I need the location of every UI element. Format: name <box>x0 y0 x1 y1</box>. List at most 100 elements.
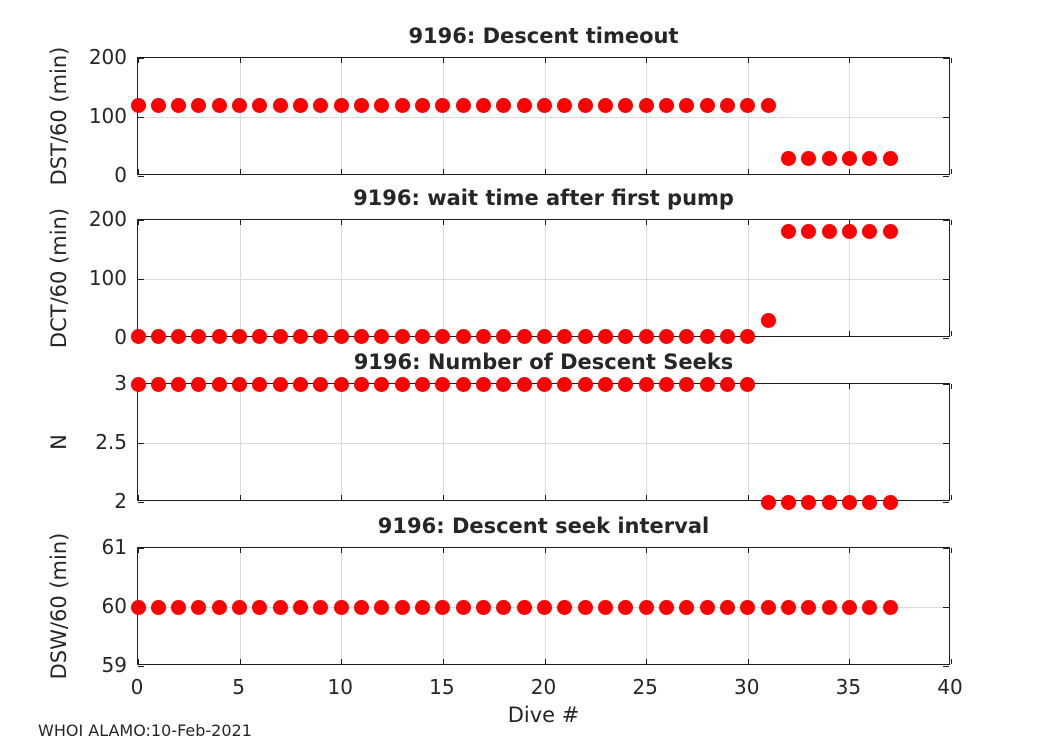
tick-mark <box>138 495 139 500</box>
x-tick-label: 10 <box>327 675 353 699</box>
tick-mark <box>442 58 444 63</box>
data-point <box>415 376 431 392</box>
data-point <box>333 599 349 615</box>
gridline <box>239 220 241 336</box>
watermark-text: WHOI ALAMO:10-Feb-2021 <box>38 721 252 740</box>
data-point <box>841 150 857 166</box>
gridline <box>138 279 949 280</box>
tick-mark <box>951 58 952 63</box>
data-point <box>618 376 634 392</box>
tick-mark <box>646 495 648 500</box>
data-point <box>333 97 349 113</box>
data-point <box>679 599 695 615</box>
data-point <box>699 329 715 345</box>
plot-area <box>130 219 952 345</box>
x-tick-label: 20 <box>530 675 557 699</box>
gridline <box>442 220 444 336</box>
tick-mark <box>138 548 144 549</box>
subplot-number-of-descent-seeks: 9196: Number of Descent Seeks N 2 2.5 3 <box>47 350 952 513</box>
data-point <box>557 599 573 615</box>
x-tick-label: 0 <box>130 675 144 699</box>
tick-mark <box>239 220 241 225</box>
data-point <box>130 329 146 345</box>
gridline <box>747 58 749 174</box>
tick-mark <box>646 659 648 664</box>
tick-mark <box>747 548 749 553</box>
data-point <box>313 376 329 392</box>
tick-mark <box>951 384 952 389</box>
data-point <box>354 329 370 345</box>
data-point <box>516 97 532 113</box>
plot-area <box>130 376 952 510</box>
data-point <box>293 329 309 345</box>
data-point <box>577 329 593 345</box>
data-point <box>557 97 573 113</box>
data-point <box>293 97 309 113</box>
data-point <box>638 329 654 345</box>
data-point <box>862 224 878 240</box>
tick-mark <box>138 666 144 667</box>
tick-mark <box>239 58 241 63</box>
data-point <box>455 599 471 615</box>
data-point <box>130 376 146 392</box>
data-point <box>394 599 410 615</box>
subplot-title: 9196: Descent seek interval <box>377 514 710 538</box>
subplot-wait-time-after-first-pump: 9196: wait time after first pump DCT/60 … <box>47 186 952 349</box>
gridline <box>341 384 343 500</box>
tick-mark <box>646 58 648 63</box>
tick-mark <box>239 169 241 174</box>
data-point <box>333 376 349 392</box>
data-point <box>862 150 878 166</box>
tick-mark <box>138 117 144 118</box>
data-point <box>780 150 796 166</box>
data-point <box>577 599 593 615</box>
data-point <box>862 494 878 510</box>
data-point <box>658 97 674 113</box>
data-point <box>496 329 512 345</box>
gridline <box>544 220 546 336</box>
tick-mark <box>544 548 546 553</box>
tick-mark <box>341 58 343 63</box>
data-point <box>171 599 187 615</box>
gridline <box>849 58 851 174</box>
tick-mark <box>442 548 444 553</box>
x-axis-tick-labels: 0 5 10 15 20 25 30 35 40 <box>131 675 963 701</box>
data-point <box>272 97 288 113</box>
tick-mark <box>849 384 851 389</box>
tick-mark <box>849 331 851 336</box>
data-point <box>862 599 878 615</box>
y-tick-label: 100 <box>88 266 127 290</box>
data-point <box>252 97 268 113</box>
data-point <box>577 376 593 392</box>
data-point <box>882 150 898 166</box>
gridline <box>849 384 851 500</box>
data-point <box>679 376 695 392</box>
tick-mark <box>341 548 343 553</box>
y-tick-label: 2.5 <box>95 430 127 454</box>
data-point <box>415 97 431 113</box>
tick-mark <box>646 548 648 553</box>
tick-mark <box>747 169 749 174</box>
data-point <box>313 599 329 615</box>
data-point <box>638 97 654 113</box>
tick-mark <box>943 58 949 59</box>
subplot-title: 9196: wait time after first pump <box>353 186 734 210</box>
data-point <box>658 599 674 615</box>
data-point <box>597 599 613 615</box>
tick-mark <box>138 279 144 280</box>
gridline <box>544 58 546 174</box>
data-point <box>455 329 471 345</box>
tick-mark <box>943 384 949 385</box>
data-point <box>394 376 410 392</box>
subplot-descent-timeout: 9196: Descent timeout DST/60 (min) 0 100 2… <box>47 24 952 187</box>
data-point <box>293 599 309 615</box>
tick-mark <box>442 169 444 174</box>
tick-mark <box>943 279 949 280</box>
data-point <box>699 599 715 615</box>
tick-mark <box>138 443 144 444</box>
tick-mark <box>544 495 546 500</box>
tick-mark <box>747 659 749 664</box>
tick-mark <box>544 58 546 63</box>
data-point <box>211 376 227 392</box>
data-point <box>638 376 654 392</box>
